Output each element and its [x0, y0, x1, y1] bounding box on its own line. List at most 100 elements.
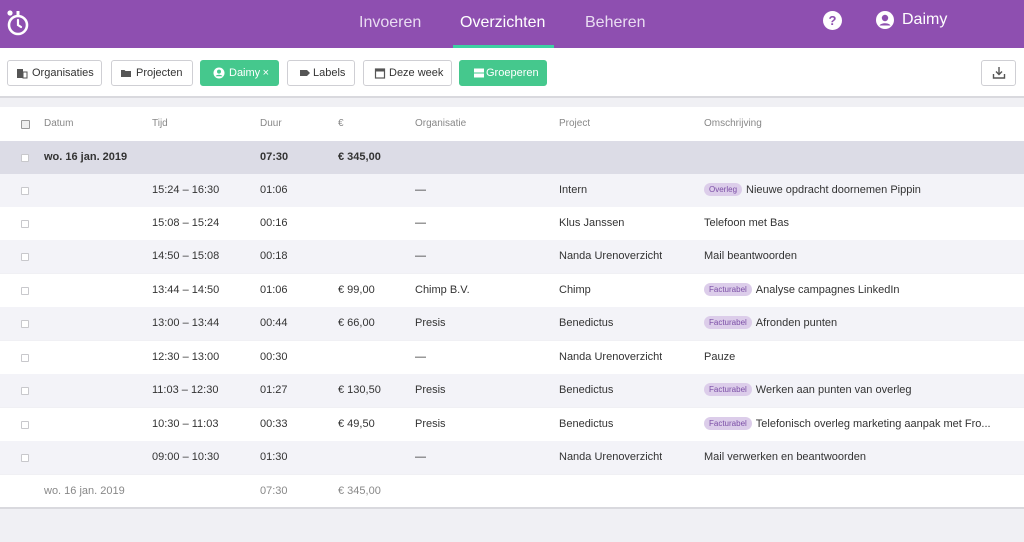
row-checkbox[interactable]: [21, 220, 29, 228]
group-label: Groeperen: [486, 67, 539, 79]
organisaties-filter-button[interactable]: Organisaties: [7, 60, 102, 86]
tag-icon: [300, 70, 310, 76]
labels-label: Labels: [313, 67, 346, 79]
row-project: Nanda Urenoverzicht: [559, 250, 663, 262]
table-row[interactable]: 10:30 – 11:03 00:33 € 49,50 Presis Bened…: [0, 408, 1024, 441]
row-checkbox[interactable]: [21, 387, 29, 395]
group-date: wo. 16 jan. 2019: [44, 151, 128, 163]
row-checkbox[interactable]: [21, 320, 29, 328]
row-organisation: Chimp B.V.: [415, 284, 470, 296]
period-filter-button[interactable]: Deze week: [363, 60, 452, 86]
row-time: 13:00 – 13:44: [152, 317, 220, 329]
header-organisation[interactable]: Organisatie: [415, 118, 467, 129]
footer-date: wo. 16 jan. 2019: [44, 485, 125, 497]
label-tag: Facturabel: [704, 316, 752, 329]
table-row[interactable]: 09:00 – 10:30 01:30 — Nanda Urenoverzich…: [0, 441, 1024, 474]
calendar-icon: [374, 68, 386, 79]
table-row[interactable]: 12:30 – 13:00 00:30 — Nanda Urenoverzich…: [0, 341, 1024, 374]
row-project: Benedictus: [559, 384, 614, 396]
group-row[interactable]: wo. 16 jan. 2019 07:30 € 345,00: [0, 141, 1024, 174]
header-amount[interactable]: €: [338, 118, 344, 129]
row-time: 14:50 – 15:08: [152, 250, 220, 262]
label-tag: Facturabel: [704, 417, 752, 430]
row-description: Telefoon met Bas: [704, 217, 789, 229]
row-project: Benedictus: [559, 418, 614, 430]
active-tab-indicator: [453, 45, 555, 48]
row-amount: € 99,00: [338, 284, 375, 296]
row-time: 11:03 – 12:30: [152, 384, 219, 396]
row-duration: 00:18: [260, 250, 288, 262]
table-row[interactable]: 15:08 – 15:24 00:16 — Klus Janssen Telef…: [0, 207, 1024, 240]
group-duration: 07:30: [260, 151, 289, 163]
nav-overzichten[interactable]: Overzichten: [453, 0, 555, 48]
header-date[interactable]: Datum: [44, 118, 74, 129]
table-row[interactable]: 14:50 – 15:08 00:18 — Nanda Urenoverzich…: [0, 240, 1024, 273]
folder-icon: [121, 70, 131, 77]
row-duration: 01:27: [260, 384, 288, 396]
row-duration: 00:16: [260, 217, 288, 229]
labels-filter-button[interactable]: Labels: [287, 60, 355, 86]
header-time[interactable]: Tijd: [152, 118, 168, 129]
table-row[interactable]: 13:00 – 13:44 00:44 € 66,00 Presis Bened…: [0, 307, 1024, 340]
row-organisation: —: [415, 217, 426, 229]
row-time: 09:00 – 10:30: [152, 451, 220, 463]
row-checkbox[interactable]: [21, 354, 29, 362]
filter-toolbar: Organisaties Projecten Daimy × Labels De…: [0, 48, 1024, 98]
row-description: Werken aan punten van overleg: [755, 384, 912, 396]
row-duration: 00:33: [260, 418, 288, 430]
user-filter-chip[interactable]: Daimy ×: [200, 60, 279, 86]
projecten-label: Projecten: [136, 67, 183, 79]
header-description[interactable]: Omschrijving: [704, 118, 762, 129]
nav-beheren[interactable]: Beheren: [585, 0, 646, 48]
period-label: Deze week: [389, 67, 444, 79]
table-row[interactable]: 13:44 – 14:50 01:06 € 99,00 Chimp B.V. C…: [0, 274, 1024, 307]
row-description: Pauze: [704, 351, 736, 363]
row-organisation: Presis: [415, 418, 446, 430]
row-project: Nanda Urenoverzicht: [559, 451, 663, 463]
row-description: Telefonisch overleg marketing aanpak met…: [755, 418, 991, 430]
row-description: Mail beantwoorden: [704, 250, 797, 262]
select-all-checkbox[interactable]: [21, 120, 30, 129]
group-rows-icon: [474, 68, 484, 78]
row-project: Nanda Urenoverzicht: [559, 351, 663, 363]
user-filter-label: Daimy: [229, 67, 261, 79]
organisaties-label: Organisaties: [32, 67, 94, 79]
download-icon: [992, 67, 1006, 79]
remove-filter-icon[interactable]: ×: [262, 67, 269, 79]
row-checkbox[interactable]: [21, 421, 29, 429]
stopwatch-logo-icon[interactable]: [4, 9, 32, 37]
row-amount: € 130,50: [338, 384, 381, 396]
nav-invoeren[interactable]: Invoeren: [359, 0, 421, 48]
row-description-cell: Overleg Nieuwe opdracht doornemen Pippin: [704, 174, 994, 207]
table-row[interactable]: 11:03 – 12:30 01:27 € 130,50 Presis Bene…: [0, 374, 1024, 407]
table-row[interactable]: 15:24 – 16:30 01:06 — Intern Overleg Nieu…: [0, 174, 1024, 207]
footer-amount: € 345,00: [338, 485, 381, 497]
row-organisation: —: [415, 451, 426, 463]
user-name: Daimy: [902, 11, 948, 28]
user-avatar-icon: [876, 11, 894, 29]
group-checkbox[interactable]: [21, 154, 29, 162]
header-project[interactable]: Project: [559, 118, 591, 129]
row-checkbox[interactable]: [21, 287, 29, 295]
row-checkbox[interactable]: [21, 253, 29, 261]
row-checkbox[interactable]: [21, 187, 29, 195]
table-header: Datum Tijd Duur € Organisatie Project Om…: [0, 107, 1024, 141]
top-navigation: Invoeren Overzichten Beheren ? Daimy: [0, 0, 1024, 48]
row-description: Mail verwerken en beantwoorden: [704, 451, 867, 463]
row-time: 12:30 – 13:00: [152, 351, 220, 363]
row-description: Afronden punten: [755, 317, 838, 329]
header-duration[interactable]: Duur: [260, 118, 282, 129]
row-description-cell: Facturabel Werken aan punten van overleg: [704, 374, 994, 407]
row-checkbox[interactable]: [21, 454, 29, 462]
projecten-filter-button[interactable]: Projecten: [111, 60, 193, 86]
row-time: 10:30 – 11:03: [152, 418, 219, 430]
row-organisation: —: [415, 184, 426, 196]
help-icon[interactable]: ?: [823, 11, 842, 30]
download-button[interactable]: [981, 60, 1016, 86]
footer-duration: 07:30: [260, 485, 288, 497]
row-duration: 00:30: [260, 351, 288, 363]
nav-invoeren-label: Invoeren: [359, 14, 422, 31]
row-time: 13:44 – 14:50: [152, 284, 220, 296]
row-amount: € 66,00: [338, 317, 375, 329]
group-button[interactable]: Groeperen: [459, 60, 547, 86]
